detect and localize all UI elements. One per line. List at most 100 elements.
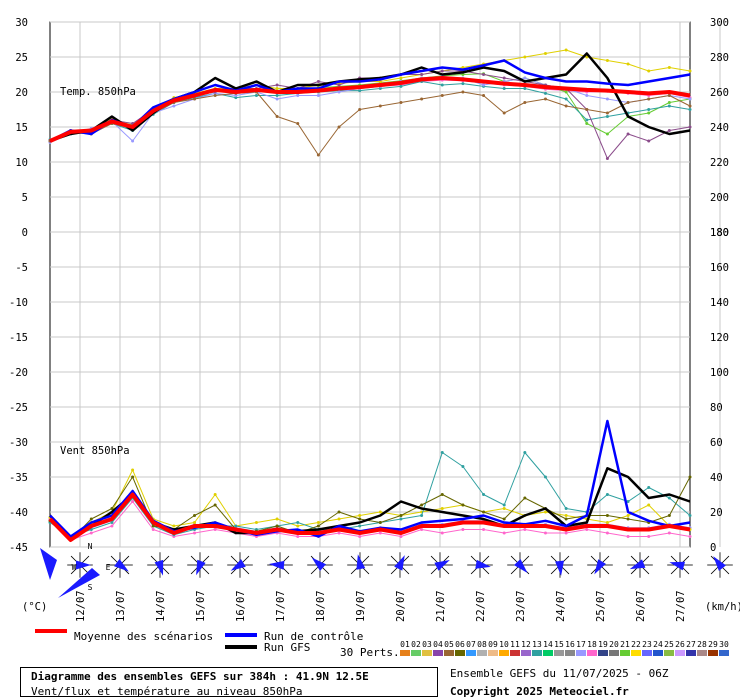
temp-point [688,69,692,73]
pert-swatch [411,650,421,656]
wind-point [585,528,589,531]
wind-point [688,514,692,517]
date-tick: 25/07 [595,590,607,622]
wind-series-line [49,501,691,541]
temp-point [605,115,609,118]
pert-number: 22 [631,640,641,649]
wind-tick-left: -35 [9,472,28,484]
temp-point [688,104,692,108]
wind-point [151,524,155,528]
wind-point [564,514,568,517]
pert-swatch [576,650,586,656]
date-tick: 24/07 [555,590,567,622]
temp-point [399,101,403,104]
wind-rose-icon [547,552,573,578]
date-tick: 16/07 [235,590,247,622]
wind-rose-start [40,548,57,580]
wind-tick-left: -10 [9,297,28,309]
temp-series-line [49,59,691,143]
pert-number: 12 [521,640,531,649]
temp-point [585,118,589,122]
pert-swatch [543,650,553,656]
temp-point [564,104,568,108]
wind-point [358,517,362,521]
wind-point [688,475,692,479]
pert-number: 26 [675,640,685,649]
wind-point [110,524,114,528]
wind-point [193,531,197,535]
temp-point [564,97,568,101]
temp-tick-left: 15 [15,122,28,134]
wind-point [564,507,568,510]
compass-e: E [106,563,111,572]
wind-point [605,531,609,535]
pert-number: 20 [609,640,619,649]
right-unit-label: (km/h) [705,601,740,613]
pert-swatch [620,650,630,656]
wind-point [131,475,135,479]
date-tick: 27/07 [675,590,687,622]
wind-point [688,535,692,538]
wind-point [378,510,382,514]
temp-tick-right: 300 [710,17,729,29]
wind-tick-right: 120 [710,332,729,344]
wind-point [358,535,362,538]
temp-point [688,125,692,129]
wind-panel-label: Vent 850hPa [60,445,130,457]
pert-number: 15 [554,640,564,649]
wind-point [213,503,217,507]
wind-point [234,524,238,528]
temp-point [296,94,300,97]
temp-point [626,132,630,136]
wind-point [564,517,568,521]
temp-point [543,91,547,95]
wind-point [440,531,444,535]
wind-point [275,524,279,528]
temp-point [420,97,424,101]
pert-number: 23 [642,640,652,649]
wind-point [193,521,197,524]
temp-point [585,122,589,125]
wind-tick-right: 180 [710,227,729,239]
pert-number: 25 [664,640,674,649]
wind-point [543,531,547,535]
wind-point [605,493,609,496]
left-unit-label: (°C) [22,601,47,613]
temp-tick-right: 180 [710,227,729,239]
pert-number: 14 [543,640,553,649]
temp-point [275,87,279,90]
wind-point [564,531,568,535]
wind-rose-icon [307,552,333,578]
compass-w: W [72,563,77,572]
wind-point [461,528,465,531]
temp-tick-left: 5 [22,192,28,204]
wind-point [502,531,506,535]
temp-point [564,48,568,52]
temp-point [275,83,279,87]
pert-number: 17 [576,640,586,649]
temp-point [399,76,403,80]
wind-point [543,475,547,479]
temp-point [461,90,465,94]
pert-swatch [719,650,729,656]
temp-point [543,97,547,101]
pert-swatch [675,650,685,656]
wind-tick-right: 40 [710,472,723,484]
temp-point [316,80,320,83]
wind-point [482,510,486,514]
temp-point [647,108,651,111]
wind-rose-icon [587,552,613,578]
wind-point [461,465,465,468]
temp-point [461,82,465,86]
pert-swatch [422,650,432,656]
wind-point [605,521,609,524]
pert-number: 03 [422,640,432,649]
temp-point [667,66,671,69]
temp-tick-left: 30 [15,17,28,29]
pert-number: 28 [697,640,707,649]
pert-swatch [565,650,575,656]
pert-swatch [433,650,443,656]
temp-point [585,108,589,111]
temp-point [667,104,671,108]
wind-rose-icon [707,552,733,578]
